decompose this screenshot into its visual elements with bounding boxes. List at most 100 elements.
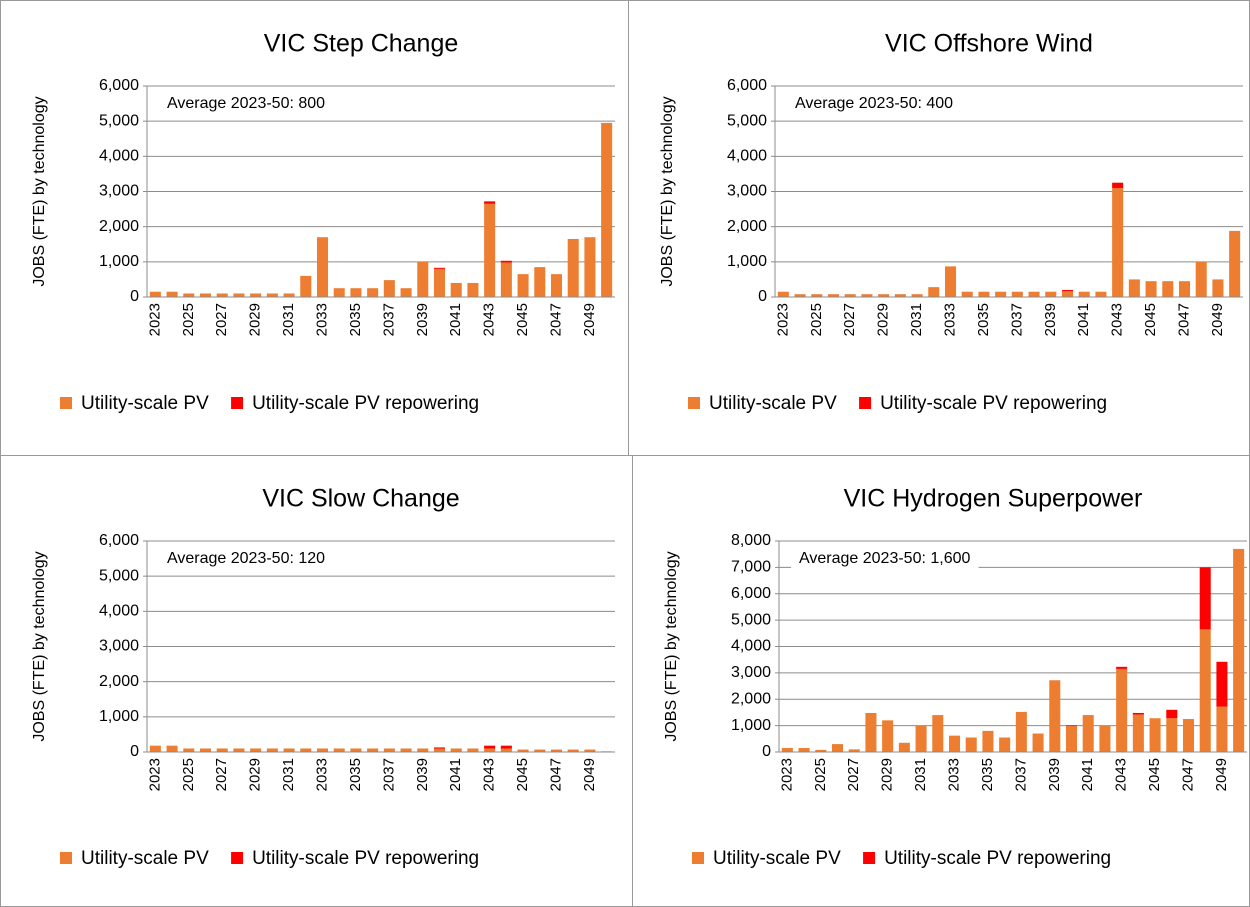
- y-tick-label: 5,000: [99, 567, 139, 584]
- x-tick-label: 2049: [1209, 303, 1226, 336]
- bar-segment: [1216, 706, 1228, 752]
- bar-segment: [1199, 567, 1211, 630]
- bar-segment: [567, 238, 579, 297]
- bar-segment: [928, 287, 940, 297]
- y-tick-label: 3,000: [731, 664, 771, 681]
- x-tick-label: 2047: [547, 303, 564, 336]
- chart: VIC Hydrogen Superpower JOBS (FTE) by tec…: [663, 485, 1247, 869]
- bar-segment: [999, 737, 1011, 752]
- chart-title: VIC Step Change: [264, 30, 459, 58]
- x-tick-label: 2031: [280, 303, 297, 336]
- legend-swatch: [692, 852, 704, 864]
- bar-segment: [601, 122, 613, 297]
- y-tick-label: 6,000: [727, 77, 767, 94]
- x-tick-label: 2041: [1079, 758, 1096, 791]
- x-tick-label: 2043: [481, 758, 498, 791]
- bar-segment: [283, 293, 295, 297]
- x-tick-label: 2039: [1046, 758, 1063, 791]
- y-tick-label: 1,000: [99, 708, 139, 725]
- x-tick-label: 2023: [774, 303, 791, 336]
- bar-segment: [1178, 281, 1191, 297]
- y-tick-label: 4,000: [727, 148, 767, 165]
- legend-swatch: [231, 852, 244, 864]
- x-tick-label: 2039: [414, 303, 431, 336]
- bar-segment: [1229, 230, 1241, 297]
- bar-segment: [216, 748, 228, 752]
- bar-segment: [500, 260, 512, 263]
- bar-segment: [500, 262, 512, 297]
- x-tick-label: 2041: [447, 303, 464, 336]
- bar-segment: [433, 747, 446, 749]
- chart-title: VIC Offshore Wind: [885, 30, 1093, 58]
- bar-segment: [1182, 719, 1195, 752]
- bar-segment: [1166, 718, 1178, 752]
- bar-segment: [1045, 291, 1057, 297]
- bar-segment: [250, 293, 262, 297]
- bar-segment: [433, 748, 446, 752]
- bar-segment: [400, 748, 412, 752]
- bar-segment: [266, 748, 278, 752]
- bar-segment: [433, 267, 446, 269]
- chart: VIC Slow Change JOBS (FTE) by technology 0…: [31, 485, 615, 869]
- bar-segment: [567, 749, 579, 752]
- bar-segment: [815, 749, 827, 752]
- x-tick-label: 2025: [812, 758, 829, 791]
- bar-segment: [183, 293, 195, 297]
- bar-segment: [383, 748, 395, 752]
- bar-segment: [300, 748, 312, 752]
- chart-title: VIC Hydrogen Superpower: [844, 485, 1143, 513]
- bar-segment: [1145, 281, 1157, 297]
- x-tick-label: 2029: [247, 758, 264, 791]
- bar-segment: [233, 748, 245, 752]
- y-tick-label: 4,000: [731, 638, 771, 655]
- y-tick-label: 2,000: [727, 218, 767, 235]
- x-tick-label: 2047: [1179, 758, 1196, 791]
- bar-segment: [898, 742, 910, 752]
- annotation: Average 2023-50: 120: [167, 550, 325, 567]
- panel-border: [0, 455, 633, 907]
- x-tick-label: 2025: [180, 758, 197, 791]
- x-tick-label: 2039: [414, 758, 431, 791]
- bar-segment: [149, 745, 161, 752]
- bar-segment: [798, 748, 810, 752]
- x-tick-label: 2037: [380, 303, 397, 336]
- x-tick-label: 2029: [879, 758, 896, 791]
- bar-segment: [367, 748, 379, 752]
- bar-segment: [484, 201, 496, 204]
- bar-segment: [534, 749, 546, 752]
- y-tick-label: 2,000: [99, 673, 139, 690]
- y-tick-label: 1,000: [99, 253, 139, 270]
- y-tick-label: 5,000: [727, 112, 767, 129]
- legend-label: Utility-scale PV repowering: [880, 393, 1107, 414]
- y-tick-label: 4,000: [99, 603, 139, 620]
- x-tick-label: 2033: [945, 758, 962, 791]
- x-tick-label: 2047: [1175, 303, 1192, 336]
- y-tick-label: 5,000: [99, 112, 139, 129]
- x-tick-label: 2047: [547, 758, 564, 791]
- bar-segment: [183, 748, 195, 752]
- bar-segment: [216, 293, 228, 297]
- annotation: Average 2023-50: 400: [795, 95, 953, 112]
- bar-segment: [333, 748, 345, 752]
- legend-swatch: [60, 397, 72, 409]
- y-tick-label: 4,000: [99, 148, 139, 165]
- bar-segment: [1078, 291, 1090, 297]
- x-tick-label: 2027: [845, 758, 862, 791]
- annotation: Average 2023-50: 800: [167, 95, 325, 112]
- bar-segment: [417, 748, 429, 752]
- y-tick-label: 0: [130, 288, 139, 305]
- x-tick-label: 2049: [581, 303, 598, 336]
- bar-segment: [1195, 261, 1207, 297]
- bar-segment: [995, 291, 1007, 297]
- legend-swatch: [863, 852, 876, 864]
- bar-segment: [894, 294, 906, 297]
- y-tick-label: 0: [762, 743, 771, 760]
- y-tick-label: 0: [130, 743, 139, 760]
- y-tick-label: 1,000: [727, 253, 767, 270]
- bar-segment: [831, 744, 844, 752]
- bar-segment: [1032, 733, 1044, 752]
- bar-segment: [1061, 291, 1074, 297]
- bar-segment: [316, 237, 329, 297]
